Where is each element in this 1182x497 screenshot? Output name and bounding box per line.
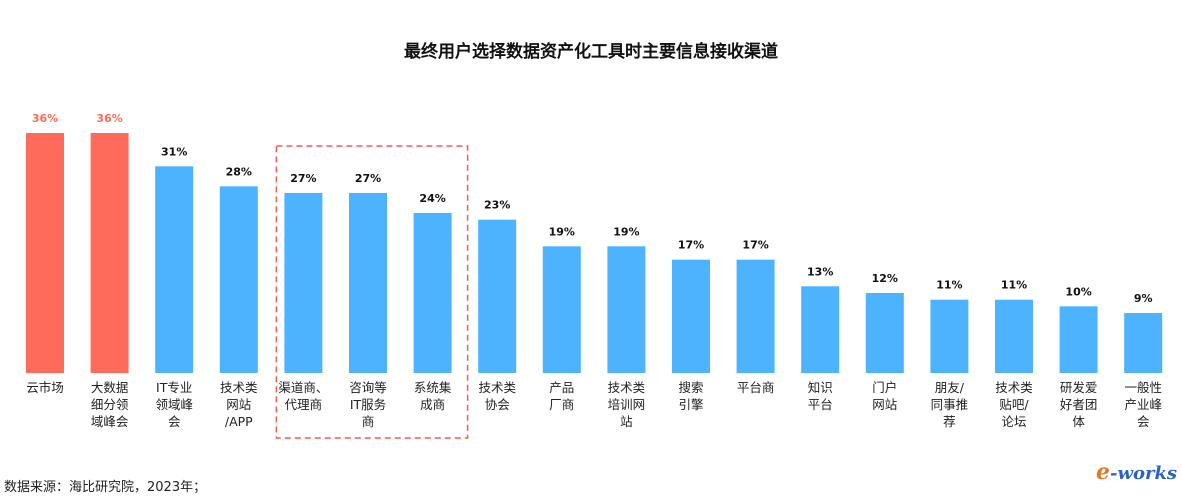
value-label-6: 24% <box>419 192 445 205</box>
value-label-7: 23% <box>484 199 510 212</box>
value-label-3: 28% <box>226 165 252 178</box>
category-label-17: 一般性产业峰会 <box>1124 380 1162 429</box>
eworks-logo: e-works <box>1096 459 1177 485</box>
bar-8 <box>542 246 581 373</box>
category-label-1: 大数据细分领域峰会 <box>91 380 129 429</box>
logo-e: e <box>1096 459 1110 485</box>
category-label-15: 技术类贴吧/论坛 <box>995 380 1033 429</box>
category-label-14: 朋友/同事推荐 <box>931 380 969 429</box>
bar-9 <box>607 246 646 373</box>
category-label-12: 知识平台 <box>808 380 833 412</box>
svg-text:e-works: e-works <box>1096 459 1177 485</box>
value-label-14: 11% <box>936 279 962 292</box>
value-label-1: 36% <box>96 112 122 125</box>
category-label-11: 平台商 <box>737 380 775 395</box>
highlight-box <box>275 145 469 439</box>
value-label-16: 10% <box>1065 285 1091 298</box>
category-label-2: IT专业领域峰会 <box>155 380 193 429</box>
category-label-10: 搜索引擎 <box>678 380 703 412</box>
value-label-17: 9% <box>1134 292 1153 305</box>
bar-4 <box>284 193 323 373</box>
value-label-13: 12% <box>872 272 898 285</box>
value-label-8: 19% <box>549 225 575 238</box>
bar-15 <box>995 299 1033 373</box>
category-label-9: 技术类培训网站 <box>608 380 646 429</box>
value-label-12: 13% <box>807 265 833 278</box>
category-label-0: 云市场 <box>26 380 64 395</box>
bar-7 <box>478 219 517 373</box>
value-label-9: 19% <box>613 225 639 238</box>
category-label-8: 产品厂商 <box>549 380 574 412</box>
category-label-4: 渠道商、代理商 <box>278 380 328 412</box>
category-label-3: 技术类网站/APP <box>220 380 258 429</box>
category-label-7: 技术类协会 <box>478 380 516 412</box>
bar-17 <box>1124 313 1163 373</box>
category-label-16: 研发爱好者团体 <box>1060 380 1098 429</box>
bar-12 <box>801 286 840 373</box>
bar-13 <box>865 293 904 373</box>
value-label-15: 11% <box>1001 279 1027 292</box>
bar-14 <box>930 299 969 373</box>
bar-2 <box>155 166 194 373</box>
bar-5 <box>349 193 387 373</box>
value-label-4: 27% <box>290 172 316 185</box>
value-label-10: 17% <box>678 239 704 252</box>
logo-works: -works <box>1110 463 1177 484</box>
source-note: 数据来源：海比研究院，2023年； <box>4 480 206 495</box>
category-label-13: 门户网站 <box>872 380 897 412</box>
bar-6 <box>413 213 452 373</box>
bar-3 <box>219 186 258 373</box>
chart-title: 最终用户选择数据资产化工具时主要信息接收渠道 <box>404 41 778 62</box>
value-labels-group: 36% 36% 31% 28% 27% 27% 24% 23% 19% 19% 17% 17% 13% 1… <box>32 112 1153 305</box>
category-label-5: 咨询等 IT服务商 <box>349 380 387 429</box>
bar-16 <box>1059 306 1098 373</box>
bar-11 <box>736 259 775 373</box>
value-label-0: 36% <box>32 112 58 125</box>
value-label-11: 17% <box>742 239 768 252</box>
bar-1 <box>90 133 129 373</box>
bars-group <box>26 133 1163 373</box>
bar-0 <box>26 133 64 373</box>
category-label-6: 系统集成商 <box>414 380 452 412</box>
value-label-5: 27% <box>355 172 381 185</box>
value-label-2: 31% <box>161 145 187 158</box>
bar-10 <box>672 259 710 373</box>
